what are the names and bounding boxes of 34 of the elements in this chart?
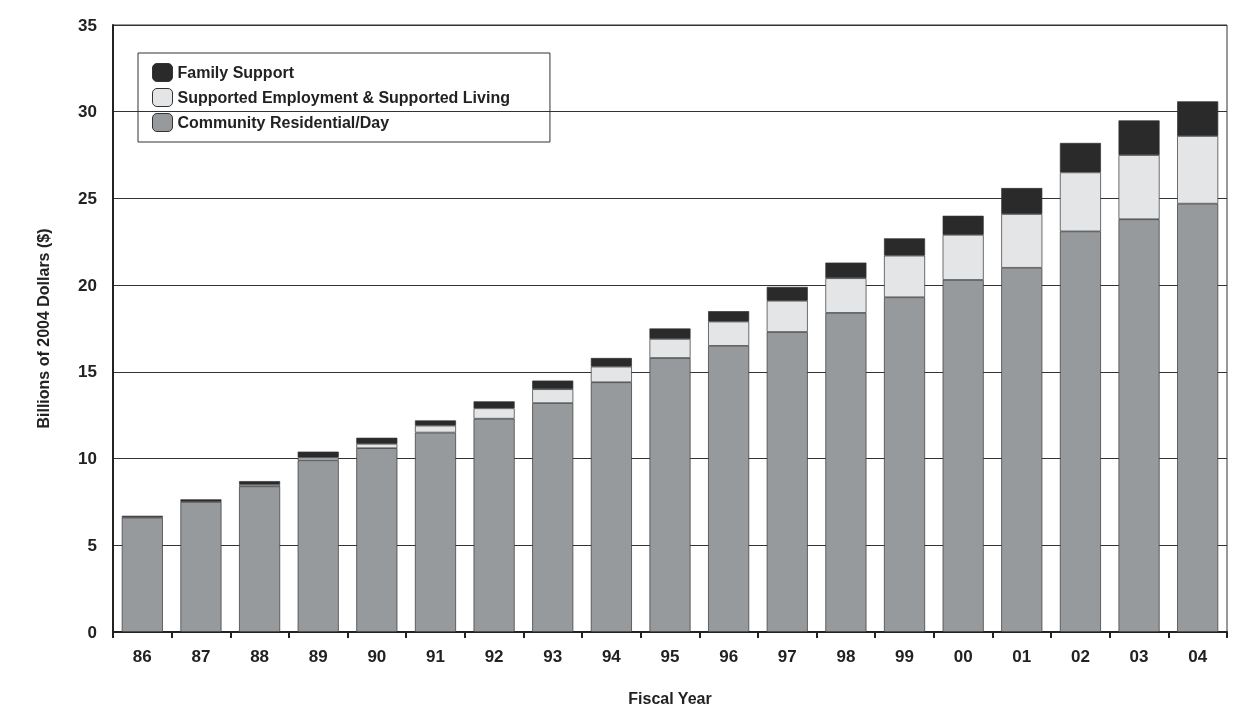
x-tick-label: 97 [777,647,797,666]
bar [297,451,339,458]
legend-label: Supported Employment & Supported Living [177,89,510,106]
y-tick-label: 25 [78,188,97,208]
x-tick-label: 88 [250,647,270,666]
x-tick-label: 03 [1129,647,1149,666]
bar [356,437,398,444]
x-tick-label: 89 [308,647,328,666]
legend-label: Family Support [177,64,295,81]
y-tick-label: 5 [87,535,97,555]
x-tick-label: 86 [132,647,152,666]
x-axis-title: Fiscal Year [628,689,712,707]
x-tick-label: 93 [543,647,563,666]
y-tick-label: 20 [78,275,97,295]
y-axis-title: Billions of 2004 Dollars ($) [34,228,52,429]
x-tick-label: 99 [895,647,914,666]
y-tick-label: 10 [78,449,97,469]
x-tick-label: 95 [660,647,680,666]
legend-label: Community Residential/Day [177,114,390,131]
y-tick-label: 0 [87,622,97,642]
x-tick-label: 96 [719,647,739,666]
x-tick-label: 02 [1070,647,1090,666]
x-tick-label: 04 [1188,647,1208,666]
x-tick-label: 92 [484,647,504,666]
x-tick-label: 94 [601,647,622,666]
x-tick-label: 90 [367,647,387,666]
y-tick-label: 15 [78,362,97,382]
y-tick-label: 35 [78,15,97,35]
x-tick-label: 87 [191,647,211,666]
y-tick-label: 30 [78,102,97,122]
x-tick-label: 91 [426,647,445,666]
x-tick-label: 01 [1012,647,1032,666]
x-tick-label: 00 [953,647,973,666]
x-tick-label: 98 [836,647,856,666]
